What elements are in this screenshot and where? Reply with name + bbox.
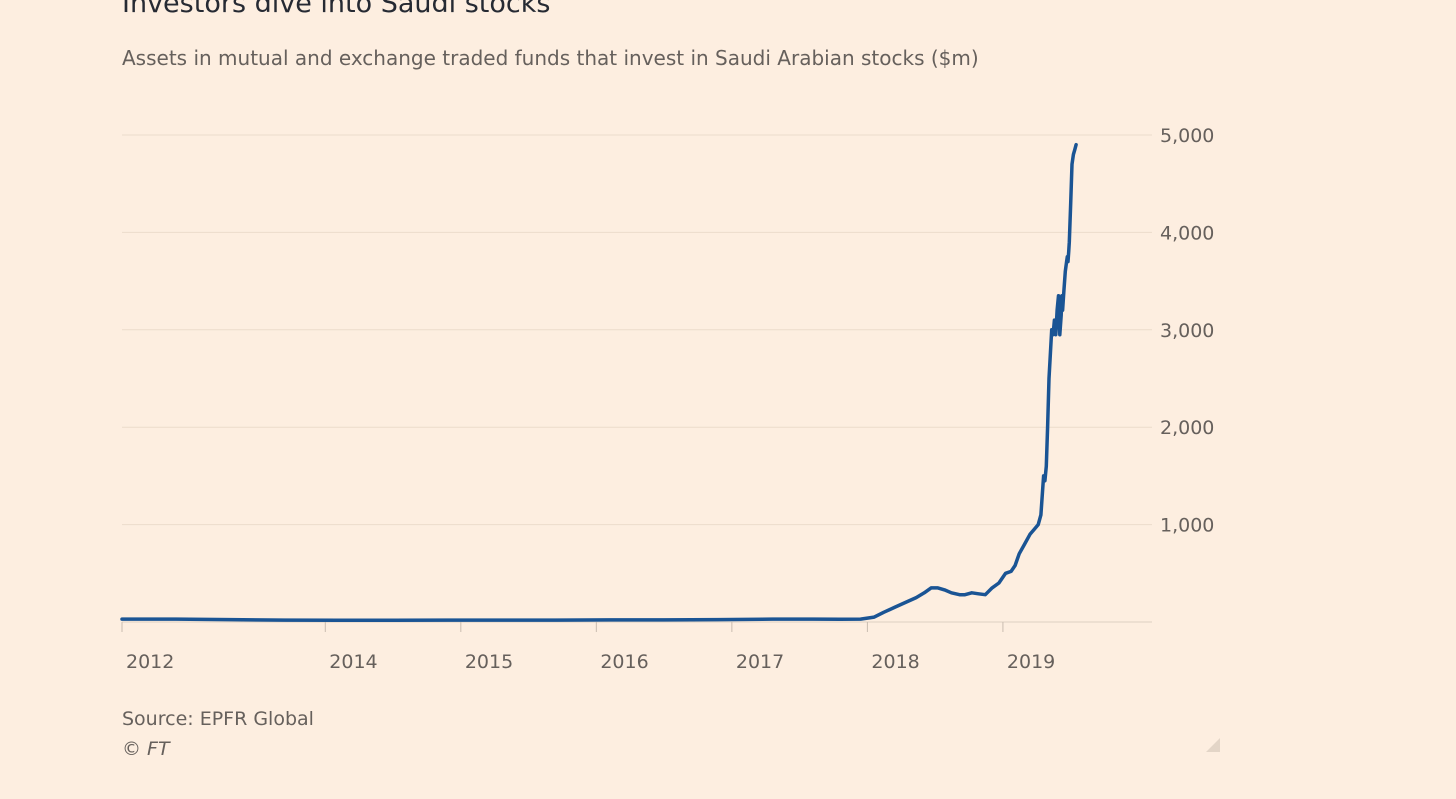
credit-note: © FT [122,738,170,760]
x-tick-label: 2018 [871,651,919,673]
series-line [120,142,1078,622]
source-note: Source: EPFR Global [122,708,314,730]
gridlines [122,134,1152,526]
x-tick-labels: 2012 2014 2015 2016 2017 2018 2019 [126,651,1055,673]
y-tick-label: 2,000 [1160,417,1214,439]
resize-handle-icon[interactable] [1206,738,1220,752]
x-tick-label: 2012 [126,651,174,673]
x-tick-label: 2019 [1007,651,1055,673]
y-tick-label: 4,000 [1160,222,1214,244]
y-tick-labels: 1,000 2,000 3,000 4,000 5,000 [1160,125,1214,537]
y-tick-label: 1,000 [1160,515,1214,537]
y-tick-label: 3,000 [1160,320,1214,342]
y-tick-label: 5,000 [1160,125,1214,147]
x-tick-marks [121,622,1004,632]
chart-subtitle: Assets in mutual and exchange traded fun… [122,46,979,70]
x-tick-label: 2015 [465,651,513,673]
x-tick-label: 2014 [329,651,377,673]
x-tick-label: 2016 [600,651,648,673]
x-tick-label: 2017 [736,651,784,673]
chart-title: Investors dive into Saudi stocks [122,0,551,19]
